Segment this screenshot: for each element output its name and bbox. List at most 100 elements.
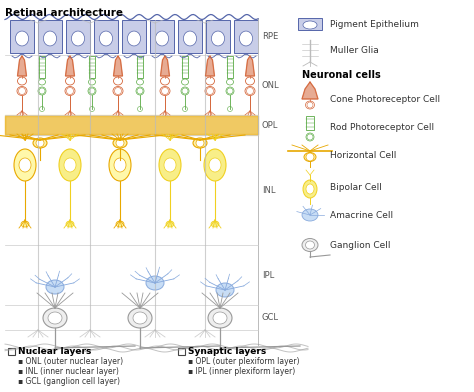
Text: Muller Glia: Muller Glia	[330, 45, 379, 54]
Ellipse shape	[216, 283, 234, 297]
FancyBboxPatch shape	[182, 56, 188, 78]
Ellipse shape	[209, 158, 221, 172]
Text: Retinal architecture: Retinal architecture	[5, 8, 123, 18]
Ellipse shape	[213, 312, 227, 324]
Ellipse shape	[146, 276, 164, 290]
Ellipse shape	[245, 87, 255, 96]
Ellipse shape	[109, 149, 131, 181]
Text: RPE: RPE	[262, 32, 278, 41]
Text: Pigment Epithelium: Pigment Epithelium	[330, 20, 419, 29]
Ellipse shape	[302, 238, 318, 252]
Ellipse shape	[302, 209, 318, 221]
Polygon shape	[113, 56, 122, 76]
Ellipse shape	[239, 31, 253, 46]
Ellipse shape	[211, 221, 219, 227]
Circle shape	[207, 87, 213, 94]
Text: Horizontal Cell: Horizontal Cell	[330, 151, 396, 160]
Text: ▪ ONL (outer nuclear layer): ▪ ONL (outer nuclear layer)	[18, 358, 123, 367]
Ellipse shape	[48, 312, 62, 324]
Ellipse shape	[227, 79, 234, 85]
Circle shape	[246, 87, 254, 94]
Circle shape	[89, 88, 95, 94]
Circle shape	[39, 88, 45, 94]
Ellipse shape	[43, 308, 67, 328]
Circle shape	[182, 88, 188, 94]
Ellipse shape	[65, 77, 74, 85]
FancyBboxPatch shape	[137, 56, 143, 78]
Ellipse shape	[21, 221, 29, 227]
Ellipse shape	[66, 221, 74, 227]
Text: ▪ IPL (inner plexiform layer): ▪ IPL (inner plexiform layer)	[188, 368, 295, 376]
Text: Ganglion Cell: Ganglion Cell	[330, 241, 391, 249]
Circle shape	[116, 139, 124, 147]
Ellipse shape	[136, 87, 144, 95]
Ellipse shape	[164, 158, 176, 172]
Text: Cone Photoreceptor Cell: Cone Photoreceptor Cell	[330, 94, 440, 103]
Ellipse shape	[208, 308, 232, 328]
Ellipse shape	[33, 138, 47, 148]
Text: ▪ INL (inner nuclear layer): ▪ INL (inner nuclear layer)	[18, 368, 119, 376]
Ellipse shape	[46, 280, 64, 294]
Ellipse shape	[38, 79, 46, 85]
Ellipse shape	[100, 31, 113, 46]
Ellipse shape	[211, 31, 225, 46]
Ellipse shape	[72, 31, 84, 46]
Ellipse shape	[116, 221, 124, 227]
Polygon shape	[161, 56, 170, 76]
Text: Amacrine Cell: Amacrine Cell	[330, 211, 393, 220]
Text: ▪ OPL (outer plexiform layer): ▪ OPL (outer plexiform layer)	[188, 358, 300, 367]
Text: Synaptic layers: Synaptic layers	[188, 347, 266, 356]
Ellipse shape	[306, 133, 314, 141]
Ellipse shape	[183, 31, 197, 46]
Circle shape	[307, 102, 313, 108]
Ellipse shape	[89, 79, 95, 85]
FancyBboxPatch shape	[122, 20, 146, 53]
FancyBboxPatch shape	[178, 20, 202, 53]
Circle shape	[162, 87, 168, 94]
Polygon shape	[206, 56, 215, 76]
Ellipse shape	[306, 241, 315, 249]
Circle shape	[36, 139, 44, 147]
Ellipse shape	[64, 158, 76, 172]
Ellipse shape	[161, 77, 170, 85]
Ellipse shape	[193, 138, 207, 148]
Text: Bipolar Cell: Bipolar Cell	[330, 183, 382, 192]
Ellipse shape	[160, 87, 170, 96]
Circle shape	[306, 153, 314, 161]
FancyBboxPatch shape	[206, 20, 230, 53]
Circle shape	[182, 107, 188, 111]
Text: ▪ GCL (ganglion cell layer): ▪ GCL (ganglion cell layer)	[18, 377, 120, 387]
Ellipse shape	[303, 180, 317, 198]
FancyBboxPatch shape	[39, 56, 45, 78]
Ellipse shape	[304, 152, 316, 162]
Ellipse shape	[226, 87, 234, 95]
FancyBboxPatch shape	[8, 348, 15, 355]
FancyBboxPatch shape	[66, 20, 90, 53]
Text: ONL: ONL	[262, 80, 280, 89]
Text: Nuclear layers: Nuclear layers	[18, 347, 91, 356]
Ellipse shape	[306, 184, 314, 194]
Polygon shape	[302, 82, 318, 99]
Ellipse shape	[18, 77, 27, 85]
Ellipse shape	[303, 21, 317, 29]
Circle shape	[196, 139, 204, 147]
Ellipse shape	[128, 31, 141, 46]
FancyBboxPatch shape	[89, 56, 95, 78]
FancyBboxPatch shape	[298, 18, 322, 30]
Ellipse shape	[113, 87, 123, 96]
Polygon shape	[65, 56, 74, 76]
FancyBboxPatch shape	[38, 20, 62, 53]
Circle shape	[307, 134, 313, 140]
Circle shape	[228, 107, 233, 111]
Polygon shape	[246, 56, 255, 76]
FancyBboxPatch shape	[178, 348, 185, 355]
Ellipse shape	[59, 149, 81, 181]
Polygon shape	[18, 56, 27, 76]
Ellipse shape	[65, 87, 75, 96]
Text: IPL: IPL	[262, 270, 274, 279]
Ellipse shape	[159, 149, 181, 181]
Ellipse shape	[206, 77, 215, 85]
Ellipse shape	[88, 87, 96, 95]
Ellipse shape	[14, 149, 36, 181]
Ellipse shape	[113, 77, 122, 85]
